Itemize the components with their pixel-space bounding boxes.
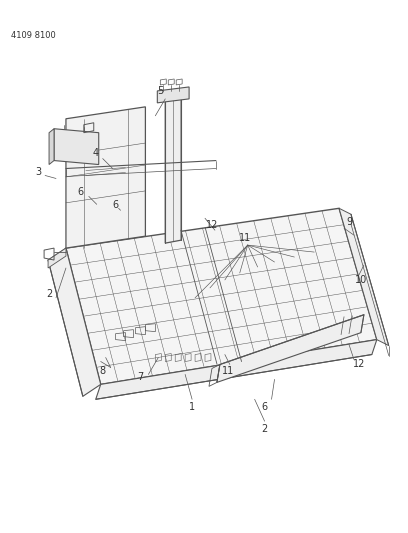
Text: 12: 12 [353, 359, 365, 369]
Text: 2: 2 [262, 424, 268, 434]
Text: 11: 11 [222, 367, 234, 376]
Polygon shape [49, 129, 54, 165]
Polygon shape [54, 129, 99, 165]
Text: 10: 10 [355, 275, 367, 285]
Text: 12: 12 [206, 220, 218, 230]
Text: 4109 8100: 4109 8100 [11, 31, 56, 40]
Text: 2: 2 [46, 289, 52, 299]
Text: 8: 8 [100, 367, 106, 376]
Polygon shape [48, 248, 101, 397]
Polygon shape [66, 107, 145, 248]
Polygon shape [66, 208, 377, 384]
Text: 6: 6 [262, 402, 268, 412]
Text: 6: 6 [113, 200, 119, 211]
Text: 3: 3 [35, 167, 41, 177]
Polygon shape [48, 248, 66, 268]
Text: 7: 7 [137, 373, 144, 382]
Text: 1: 1 [189, 402, 195, 412]
Polygon shape [96, 340, 377, 399]
Text: 5: 5 [157, 86, 164, 96]
Polygon shape [165, 96, 181, 243]
Polygon shape [157, 87, 189, 103]
Text: 9: 9 [346, 217, 352, 227]
Text: 11: 11 [239, 233, 251, 243]
Text: 6: 6 [78, 188, 84, 197]
Polygon shape [217, 315, 364, 382]
Polygon shape [339, 208, 389, 345]
Text: 4: 4 [93, 148, 99, 158]
